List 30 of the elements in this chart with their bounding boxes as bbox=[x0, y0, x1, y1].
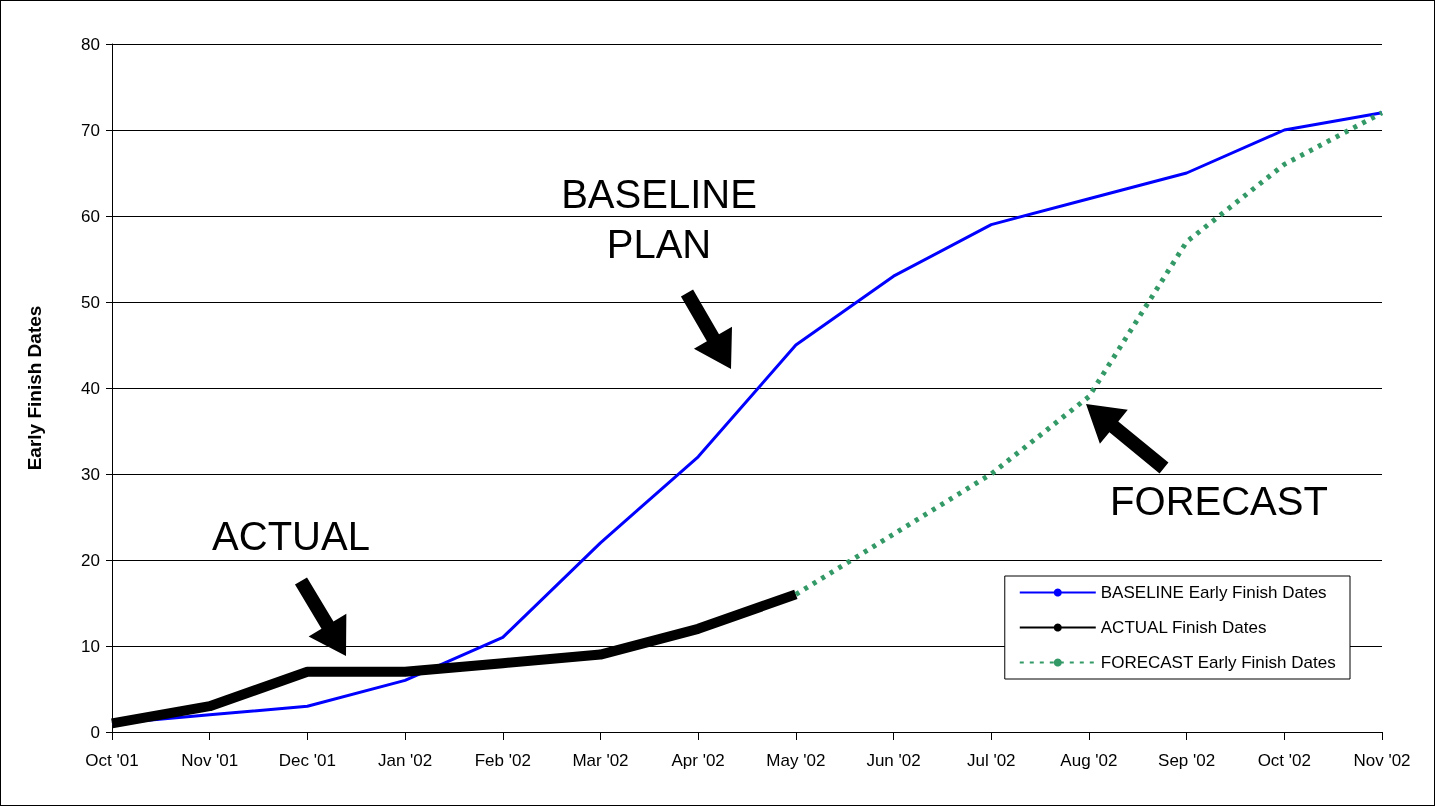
y-tick-label: 80 bbox=[81, 34, 100, 54]
x-tick-label: Jun '02 bbox=[866, 751, 921, 770]
y-tick-label: 20 bbox=[81, 550, 100, 570]
y-tick-label: 10 bbox=[81, 636, 100, 656]
x-tick-label: Oct '01 bbox=[85, 751, 139, 770]
y-tick-label: 70 bbox=[81, 120, 100, 140]
x-tick-label: May '02 bbox=[766, 751, 826, 770]
annotation: ACTUAL bbox=[212, 514, 370, 558]
legend-label: ACTUAL Finish Dates bbox=[1100, 618, 1267, 637]
x-tick-label: Apr '02 bbox=[671, 751, 725, 770]
y-tick-label: 40 bbox=[81, 378, 100, 398]
x-tick-label: Jul '02 bbox=[966, 751, 1016, 770]
x-tick-label: Mar '02 bbox=[572, 751, 629, 770]
legend-label: FORECAST Early Finish Dates bbox=[1100, 653, 1336, 672]
x-tick-label: Sep '02 bbox=[1158, 751, 1216, 770]
annotation: BASELINE PLAN bbox=[561, 172, 757, 266]
y-tick-label: 50 bbox=[81, 292, 100, 312]
y-axis-title: Early Finish Dates bbox=[24, 305, 45, 471]
x-tick-label: Oct '02 bbox=[1257, 751, 1311, 770]
y-tick-label: 0 bbox=[90, 722, 100, 742]
y-tick-label: 60 bbox=[81, 206, 100, 226]
y-tick-label: 30 bbox=[81, 464, 100, 484]
x-tick-label: Nov '01 bbox=[181, 751, 239, 770]
legend-label: BASELINE Early Finish Dates bbox=[1100, 583, 1327, 602]
x-tick-label: Nov '02 bbox=[1353, 751, 1411, 770]
x-tick-label: Dec '01 bbox=[278, 751, 336, 770]
x-tick-label: Jan '02 bbox=[377, 751, 433, 770]
annotation: FORECAST bbox=[1110, 479, 1328, 523]
x-tick-label: Feb '02 bbox=[474, 751, 531, 770]
x-tick-label: Aug '02 bbox=[1060, 751, 1118, 770]
